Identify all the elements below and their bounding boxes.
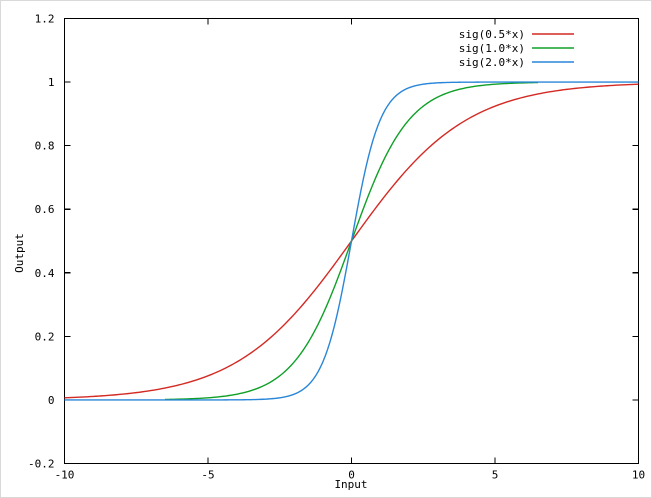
x-tick-label: 0 <box>348 469 355 482</box>
x-axis-ticks <box>63 18 640 464</box>
chart-legend: sig(0.5*x)sig(1.0*x)sig(2.0*x) <box>459 28 574 69</box>
y-tick-label: 0.8 <box>35 140 55 153</box>
y-tick-label: 0.4 <box>35 267 55 280</box>
series-line-2 <box>64 81 639 401</box>
legend-label-1: sig(1.0*x) <box>459 42 525 55</box>
y-tick-label: 1 <box>48 76 55 89</box>
y-axis-title: Output <box>13 233 26 273</box>
y-tick-label: 0.6 <box>35 203 55 216</box>
y-tick-label: -0.2 <box>28 458 55 471</box>
x-tick-label: 10 <box>632 469 645 482</box>
legend-label-0: sig(0.5*x) <box>459 28 525 41</box>
y-tick-label: 1.2 <box>35 13 55 26</box>
data-series-group <box>64 81 639 401</box>
legend-label-2: sig(2.0*x) <box>459 56 525 69</box>
y-axis-tick-labels: -0.2 0 0.2 0.4 0.6 0.8 1 1.2 <box>28 13 55 471</box>
x-axis-title: Input <box>334 478 367 491</box>
y-tick-label: 0.2 <box>35 330 55 343</box>
x-axis-tick-labels: -10 -5 0 5 10 <box>55 469 646 482</box>
x-tick-label: -5 <box>201 469 214 482</box>
x-tick-label: -10 <box>55 469 75 482</box>
x-tick-label: 5 <box>492 469 499 482</box>
y-tick-label: 0 <box>48 394 55 407</box>
